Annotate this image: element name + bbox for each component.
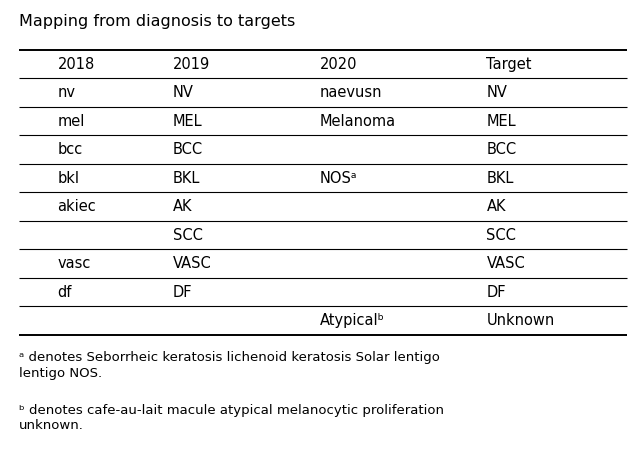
Text: akiec: akiec <box>58 199 97 214</box>
Text: DF: DF <box>173 285 192 300</box>
Text: BKL: BKL <box>173 171 200 186</box>
Text: BKL: BKL <box>486 171 514 186</box>
Text: ᵇ denotes cafe-au-lait macule atypical melanocytic proliferation
unknown.: ᵇ denotes cafe-au-lait macule atypical m… <box>19 404 444 432</box>
Text: nv: nv <box>58 85 76 100</box>
Text: Target: Target <box>486 57 532 72</box>
Text: AK: AK <box>173 199 192 214</box>
Text: df: df <box>58 285 72 300</box>
Text: Mapping from diagnosis to targets: Mapping from diagnosis to targets <box>19 14 296 29</box>
Text: VASC: VASC <box>486 256 525 271</box>
Text: VASC: VASC <box>173 256 212 271</box>
Text: Unknown: Unknown <box>486 313 555 328</box>
Text: DF: DF <box>486 285 506 300</box>
Text: BCC: BCC <box>173 142 203 157</box>
Text: AK: AK <box>486 199 506 214</box>
Text: MEL: MEL <box>486 114 516 129</box>
Text: vasc: vasc <box>58 256 91 271</box>
Text: SCC: SCC <box>173 228 203 243</box>
Text: naevusn: naevusn <box>320 85 383 100</box>
Text: NV: NV <box>173 85 194 100</box>
Text: Atypicalᵇ: Atypicalᵇ <box>320 313 385 328</box>
Text: 2018: 2018 <box>58 57 95 72</box>
Text: mel: mel <box>58 114 85 129</box>
Text: Melanoma: Melanoma <box>320 114 396 129</box>
Text: 2019: 2019 <box>173 57 210 72</box>
Text: NOSᵃ: NOSᵃ <box>320 171 358 186</box>
Text: 2020: 2020 <box>320 57 358 72</box>
Text: SCC: SCC <box>486 228 516 243</box>
Text: bcc: bcc <box>58 142 83 157</box>
Text: NV: NV <box>486 85 508 100</box>
Text: bkl: bkl <box>58 171 79 186</box>
Text: BCC: BCC <box>486 142 516 157</box>
Text: ᵃ denotes Seborrheic keratosis lichenoid keratosis Solar lentigo
lentigo NOS.: ᵃ denotes Seborrheic keratosis lichenoid… <box>19 352 440 380</box>
Text: MEL: MEL <box>173 114 202 129</box>
